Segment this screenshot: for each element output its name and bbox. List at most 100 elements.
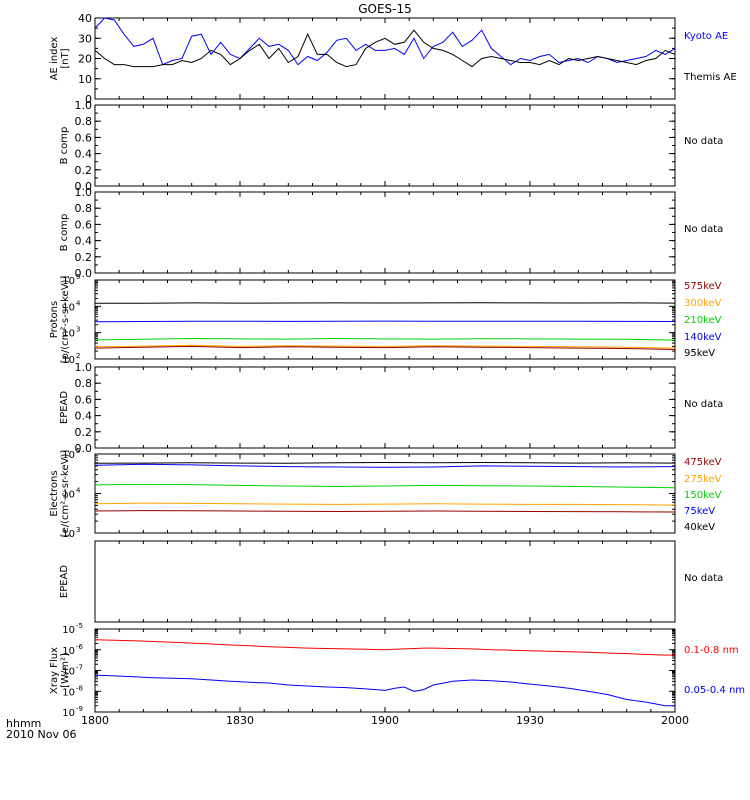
y-tick-label: 0.6: [75, 218, 93, 231]
y-tick-label: 1.0: [75, 99, 93, 112]
x-axis-label-format: hhmm: [6, 717, 41, 730]
y-tick-exponent: -6: [76, 643, 84, 651]
y-axis-label: [W/m²]: [60, 653, 71, 688]
y-tick-label: 0: [85, 93, 92, 106]
y-tick-label: 0.6: [75, 393, 93, 406]
y-axis-label: B comp: [59, 127, 70, 165]
y-tick-label: 30: [78, 32, 92, 45]
legend-label: 75keV: [684, 506, 715, 517]
x-tick-label: 2000: [661, 714, 689, 727]
panel-epead1: 0.0 0.2 0.4 0.6 0.8 1.0 EPEAD No data: [59, 361, 723, 455]
y-tick-label: 10: [62, 276, 75, 287]
panel-ae: 0 10 20 30 40 AE index [nT] Kyoto AE Themis AE: [49, 12, 737, 106]
panel-frame: [94, 628, 676, 713]
time-axis: 1800 1830 1900 1930 2000 hhmm 2010 Nov 0…: [6, 714, 689, 741]
y-axis-label: EPEAD: [59, 391, 70, 425]
y-tick-exponent: -9: [76, 705, 83, 713]
y-tick-label: 0.2: [75, 426, 93, 439]
series-line: [94, 344, 676, 349]
y-tick-label: 20: [78, 53, 92, 66]
y-tick-label: 0.8: [75, 202, 93, 215]
series-line: [94, 502, 676, 506]
y-tick-label: 0.0: [75, 442, 93, 455]
series-line: [94, 463, 676, 468]
y-axis-label: Protons: [49, 301, 60, 338]
series-line: [94, 337, 676, 341]
y-tick-label: 0.8: [75, 377, 93, 390]
y-tick-exponent: -8: [76, 684, 83, 692]
no-data-note: No data: [684, 399, 723, 410]
y-tick-label: 1.0: [75, 361, 93, 374]
legend-label: 140keV: [684, 332, 722, 343]
y-tick-exponent: 5: [76, 447, 80, 455]
y-tick-label: 10: [62, 302, 75, 313]
y-axis-label: AE index: [49, 37, 60, 81]
y-tick-exponent: 4: [76, 487, 81, 495]
y-tick-label: 0.4: [75, 148, 93, 161]
legend-label: 275keV: [684, 474, 722, 485]
y-tick-label: 0.4: [75, 410, 93, 423]
legend-label: 40keV: [684, 522, 715, 533]
panel-stack: 0 10 20 30 40 AE index [nT] Kyoto AE Themis AE 0.…: [49, 12, 745, 719]
panel-frame: [94, 453, 676, 534]
legend-label: 575keV: [684, 281, 722, 292]
panel-frame: [94, 540, 676, 623]
panel-frame: [94, 366, 676, 449]
legend-label: 150keV: [684, 490, 722, 501]
series-line: [94, 17, 676, 66]
y-tick-label: 10: [62, 490, 75, 501]
panel-frame: [94, 104, 676, 187]
y-tick-exponent: 4: [76, 299, 81, 307]
y-axis-label: Electrons: [49, 470, 60, 516]
y-axis-label: Xray Flux: [49, 647, 60, 694]
legend-label: 210keV: [684, 315, 722, 326]
no-data-note: No data: [684, 136, 723, 147]
y-axis-label: EPEAD: [59, 565, 70, 599]
y-tick-label: 0.6: [75, 131, 93, 144]
y-tick-label: 10: [62, 450, 75, 461]
x-tick-label: 1900: [371, 714, 399, 727]
series-line: [94, 461, 676, 464]
y-tick-label: 0.8: [75, 115, 93, 128]
y-tick-label: 10: [62, 646, 75, 657]
y-tick-exponent: -7: [76, 664, 83, 672]
panel-frame: [94, 191, 676, 274]
legend-label: Kyoto AE: [684, 31, 728, 42]
y-axis-label: [p/(cm²-s-sr-keV)]: [60, 276, 71, 364]
panel-epead2: EPEAD No data: [59, 540, 723, 623]
series-line: [94, 639, 675, 656]
panel-bcomp1: 0.0 0.2 0.4 0.6 0.8 1.0 B comp No data: [59, 99, 723, 193]
y-tick-label: 0.0: [75, 180, 93, 193]
x-axis-label-date: 2010 Nov 06: [6, 728, 76, 741]
no-data-note: No data: [684, 573, 723, 584]
series-line: [94, 510, 676, 513]
legend-label: 0.05-0.4 nm: [684, 685, 745, 696]
series-line: [94, 302, 676, 304]
y-axis-label: [nT]: [60, 48, 71, 68]
series-line: [94, 29, 676, 68]
y-tick-label: 10: [78, 73, 92, 86]
legend-label: 0.1-0.8 nm: [684, 645, 739, 656]
y-tick-label: 10: [62, 687, 75, 698]
y-tick-exponent: 3: [76, 326, 80, 334]
y-tick-exponent: 5: [76, 273, 80, 281]
y-axis-label: [e/(cm²-s-sr-keV)]: [60, 450, 71, 538]
y-tick-label: 10: [62, 529, 75, 540]
series-line: [94, 345, 676, 350]
y-tick-label: 0.2: [75, 164, 93, 177]
panel-bcomp2: 0.0 0.2 0.4 0.6 0.8 1.0 B comp No data: [59, 186, 723, 280]
y-tick-label: 0.0: [75, 267, 93, 280]
y-tick-label: 10: [62, 625, 75, 636]
y-tick-exponent: 2: [76, 352, 80, 360]
x-tick-label: 1830: [226, 714, 254, 727]
legend-label: 95keV: [684, 348, 715, 359]
y-tick-label: 10: [62, 329, 75, 340]
legend-label: 475keV: [684, 457, 722, 468]
y-tick-label: 10: [62, 708, 75, 719]
series-line: [94, 674, 675, 707]
y-tick-label: 1.0: [75, 186, 93, 199]
